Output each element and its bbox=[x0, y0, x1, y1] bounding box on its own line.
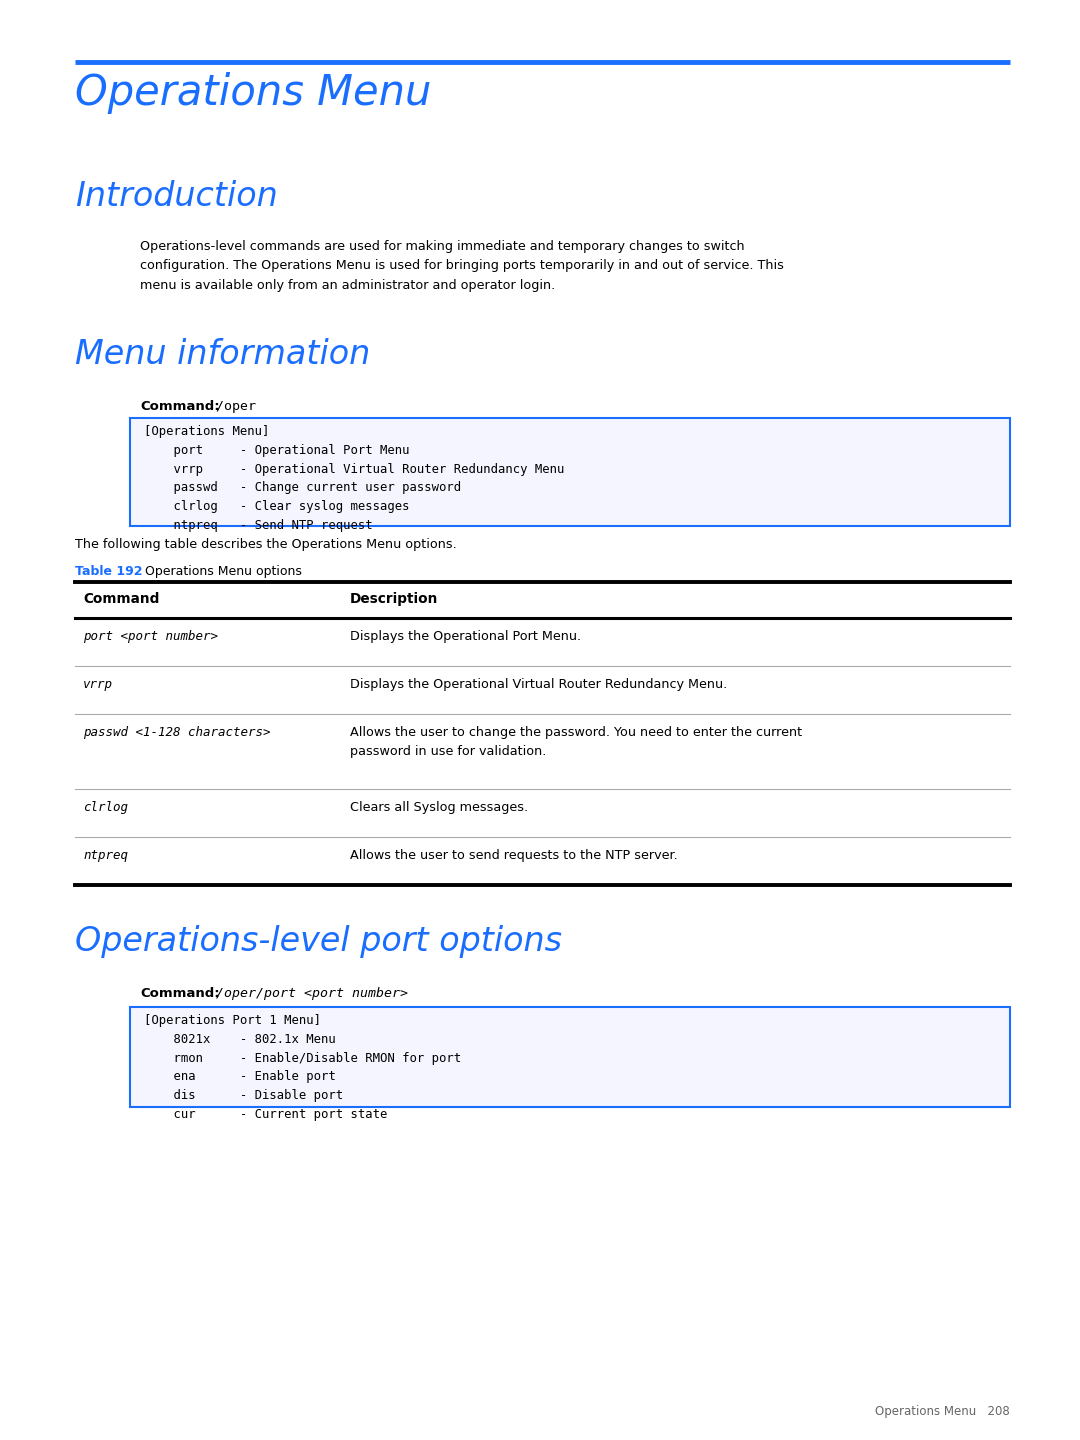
Text: port <port number>: port <port number> bbox=[83, 631, 218, 644]
Text: Table 192: Table 192 bbox=[75, 564, 143, 577]
Text: Displays the Operational Virtual Router Redundancy Menu.: Displays the Operational Virtual Router … bbox=[350, 678, 727, 691]
Text: Allows the user to change the password. You need to enter the current
password i: Allows the user to change the password. … bbox=[350, 726, 802, 757]
Text: /oper: /oper bbox=[208, 400, 256, 413]
Text: Operations Menu   208: Operations Menu 208 bbox=[875, 1405, 1010, 1418]
Text: Command:: Command: bbox=[140, 400, 219, 413]
Text: /oper/port <port number>: /oper/port <port number> bbox=[208, 986, 408, 999]
Text: Operations-level port options: Operations-level port options bbox=[75, 924, 562, 958]
Text: The following table describes the Operations Menu options.: The following table describes the Operat… bbox=[75, 539, 457, 552]
Text: Command: Command bbox=[83, 592, 160, 606]
Text: vrrp: vrrp bbox=[83, 678, 113, 691]
Text: Displays the Operational Port Menu.: Displays the Operational Port Menu. bbox=[350, 631, 581, 644]
Bar bbox=[130, 1007, 1010, 1107]
Text: Clears all Syslog messages.: Clears all Syslog messages. bbox=[350, 801, 528, 814]
Text: Description: Description bbox=[350, 592, 438, 606]
Text: Introduction: Introduction bbox=[75, 180, 278, 213]
Text: Operations Menu options: Operations Menu options bbox=[137, 564, 302, 577]
Text: Allows the user to send requests to the NTP server.: Allows the user to send requests to the … bbox=[350, 850, 678, 863]
Text: [Operations Port 1 Menu]
    8021x    - 802.1x Menu
    rmon     - Enable/Disabl: [Operations Port 1 Menu] 8021x - 802.1x … bbox=[144, 1014, 461, 1120]
Text: Menu information: Menu information bbox=[75, 338, 370, 372]
Text: Operations-level commands are used for making immediate and temporary changes to: Operations-level commands are used for m… bbox=[140, 240, 784, 292]
Text: Command:: Command: bbox=[140, 986, 219, 999]
Text: clrlog: clrlog bbox=[83, 801, 129, 814]
Text: Operations Menu: Operations Menu bbox=[75, 72, 431, 114]
Text: passwd <1-128 characters>: passwd <1-128 characters> bbox=[83, 726, 270, 739]
Text: [Operations Menu]
    port     - Operational Port Menu
    vrrp     - Operationa: [Operations Menu] port - Operational Por… bbox=[144, 425, 565, 531]
Text: ntpreq: ntpreq bbox=[83, 850, 129, 863]
Bar bbox=[130, 418, 1010, 526]
